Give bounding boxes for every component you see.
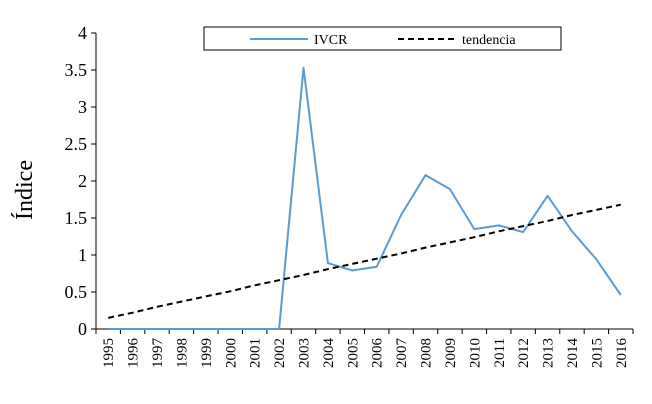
series-line-ivcr-point [351, 270, 353, 272]
x-tick-label: 2007 [394, 338, 410, 369]
series-line-tendencia-point [400, 253, 402, 255]
legend-box [203, 26, 562, 51]
series-line-ivcr-point [229, 328, 231, 330]
series-line-tendencia-point [522, 225, 524, 227]
x-tick-label: 2010 [467, 338, 483, 368]
series-line-ivcr-point [620, 294, 622, 296]
series-line-ivcr-point [425, 174, 427, 176]
y-axis-label: Índice [12, 160, 38, 220]
x-tick-label: 1998 [174, 338, 190, 368]
y-tick-label: 2.5 [65, 134, 88, 154]
x-tick-label: 2005 [345, 338, 361, 368]
series-line-tendencia-point [498, 231, 500, 233]
x-tick-label: 2006 [370, 338, 386, 369]
series-line-tendencia-point [376, 258, 378, 260]
x-tick-label: 2002 [272, 338, 288, 368]
series-line-tendencia-point [351, 263, 353, 265]
series-line-tendencia-point [132, 312, 134, 314]
series-line-tendencia-point [425, 247, 427, 249]
series-line-tendencia-point [571, 214, 573, 216]
x-tick-label: 2013 [541, 338, 557, 368]
x-tick-label: 2004 [321, 338, 337, 369]
series-line-ivcr-point [400, 214, 402, 216]
y-tick-label: 1 [78, 245, 87, 265]
series-line-tendencia [107, 203, 622, 319]
series-line-ivcr [108, 66, 622, 330]
x-tick-label: 2003 [296, 338, 312, 368]
series-line-tendencia-point [254, 285, 256, 287]
x-tick-label: 2008 [419, 338, 435, 368]
series-line-tendencia-point [547, 220, 549, 222]
legend-label-ivcr: IVCR [314, 33, 348, 48]
y-tick-label: 3.5 [65, 60, 88, 80]
series-line-ivcr-point [522, 231, 524, 233]
series-group [107, 66, 622, 330]
series-line-tendencia-point [107, 317, 109, 319]
x-tick-label: 2011 [492, 338, 508, 367]
series-line-ivcr-point [156, 328, 158, 330]
x-tick-label: 1995 [101, 338, 117, 368]
series-line-tendencia-point [596, 209, 598, 211]
y-axis: 0 0.5 1 1.5 2 2.5 3 3.5 4 [65, 23, 97, 339]
legend: IVCR tendencia [203, 26, 562, 51]
series-line-tendencia-point [449, 242, 451, 244]
x-tick-label: 1997 [150, 338, 166, 369]
x-tick-label: 2016 [614, 338, 630, 369]
legend-label-tendencia: tendencia [462, 33, 516, 48]
series-line-ivcr-point [449, 188, 451, 190]
series-line-tendencia-point [278, 279, 280, 281]
x-tick-label: 2012 [516, 338, 532, 368]
series-line-tendencia-point [303, 274, 305, 276]
series-line-tendencia-point [620, 204, 622, 206]
series-line-tendencia-point [181, 301, 183, 303]
series-line-ivcr-point [596, 259, 598, 261]
series-line-tendencia-point [327, 268, 329, 270]
y-tick-label: 4 [78, 23, 87, 43]
x-tick-label: 2009 [443, 338, 459, 368]
y-tick-label: 3 [78, 97, 87, 117]
series-line-ivcr-point [571, 231, 573, 233]
series-line-tendencia-point [205, 296, 207, 298]
series-line-tendencia-point [156, 306, 158, 308]
y-tick-label: 0 [78, 319, 87, 339]
series-line-ivcr-point [107, 328, 109, 330]
series-line-ivcr-point [205, 328, 207, 330]
series-line-ivcr-point [474, 228, 476, 230]
series-line-tendencia-point [474, 236, 476, 238]
series-line-tendencia-point [229, 290, 231, 292]
x-tick-label: 2001 [248, 338, 264, 368]
x-tick-label: 2014 [565, 338, 581, 369]
x-tick-label: 1996 [126, 338, 142, 369]
y-tick-label: 0.5 [65, 282, 88, 302]
series-line-ivcr-point [376, 266, 378, 268]
series-line-ivcr-point [498, 225, 500, 227]
series-line-ivcr-point [327, 262, 329, 264]
series-line-ivcr-point [547, 195, 549, 197]
x-tick-label: 2015 [589, 338, 605, 368]
series-line-ivcr-point [278, 328, 280, 330]
x-tick-label: 2000 [223, 338, 239, 368]
series-line-ivcr-point [132, 328, 134, 330]
series-line-ivcr-point [303, 67, 305, 69]
y-tick-label: 2 [78, 171, 87, 191]
x-axis: 1995 1996 1997 1998 1999 2000 2001 2002 2003 2004… [95, 328, 634, 369]
x-tick-label: 1999 [199, 338, 215, 368]
series-line-ivcr-point [181, 328, 183, 330]
y-tick-label: 1.5 [65, 208, 88, 228]
series-line-ivcr-point [254, 328, 256, 330]
